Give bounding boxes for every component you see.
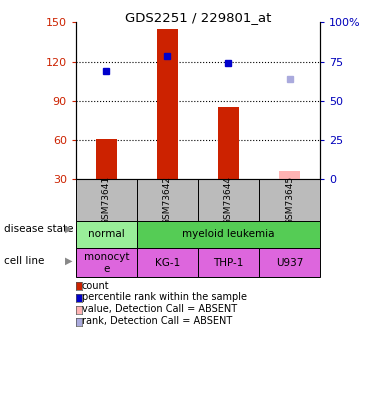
Text: monocyt
e: monocyt e: [84, 252, 129, 273]
Bar: [137, 248, 198, 277]
Bar: [157, 29, 178, 179]
Text: myeloid leukemia: myeloid leukemia: [182, 230, 275, 239]
Bar: [279, 171, 300, 179]
Bar: [198, 179, 259, 221]
Bar: [76, 248, 137, 277]
Text: normal: normal: [88, 230, 125, 239]
Text: rank, Detection Call = ABSENT: rank, Detection Call = ABSENT: [82, 316, 232, 326]
Bar: [76, 221, 137, 248]
Text: percentile rank within the sample: percentile rank within the sample: [82, 292, 247, 303]
Bar: [218, 107, 239, 179]
Text: KG-1: KG-1: [155, 258, 180, 268]
Text: GSM73644: GSM73644: [224, 176, 233, 225]
Text: GSM73645: GSM73645: [285, 176, 294, 225]
Bar: [137, 179, 198, 221]
Text: disease state: disease state: [4, 224, 73, 234]
Bar: [198, 248, 259, 277]
Text: value, Detection Call = ABSENT: value, Detection Call = ABSENT: [82, 305, 237, 314]
Text: ▶: ▶: [65, 224, 72, 234]
Text: ▶: ▶: [65, 256, 72, 266]
Bar: [76, 179, 137, 221]
Bar: [259, 179, 320, 221]
Text: GDS2251 / 229801_at: GDS2251 / 229801_at: [125, 11, 271, 24]
Text: cell line: cell line: [4, 256, 44, 266]
Text: GSM73642: GSM73642: [163, 176, 172, 225]
Text: U937: U937: [276, 258, 303, 268]
Text: THP-1: THP-1: [213, 258, 244, 268]
Text: GSM73641: GSM73641: [102, 176, 111, 225]
Bar: [137, 221, 320, 248]
Bar: [96, 139, 117, 179]
Text: count: count: [82, 281, 110, 290]
Bar: [259, 248, 320, 277]
